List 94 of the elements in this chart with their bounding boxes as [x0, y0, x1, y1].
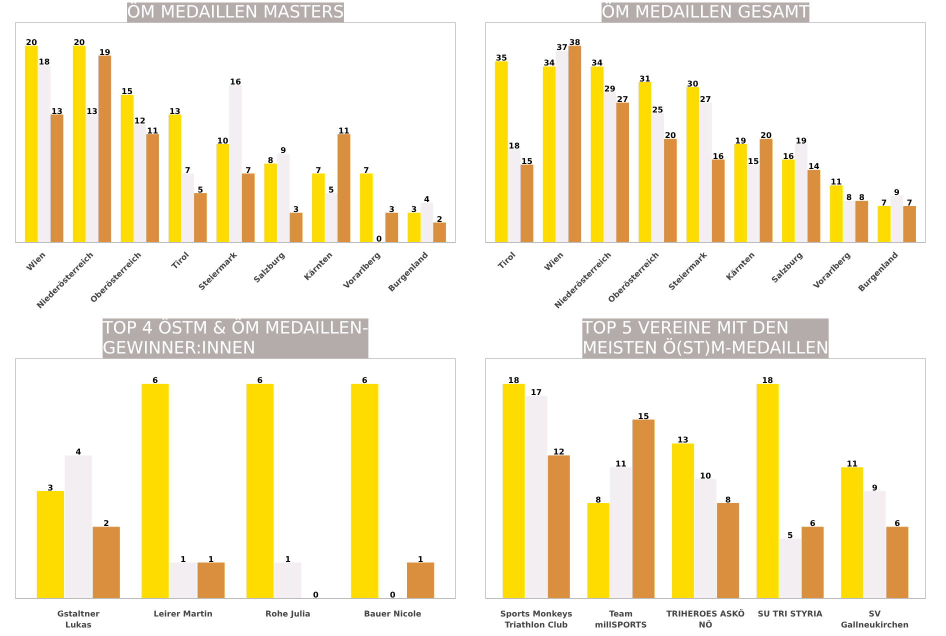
data-label: 12 [553, 448, 564, 457]
data-label: 7 [363, 166, 370, 175]
chart-title: ÖM MEDAILLEN GESAMT [602, 2, 810, 22]
data-label: 0 [313, 590, 320, 600]
data-label: 20 [664, 131, 676, 140]
data-label: 13 [169, 106, 180, 116]
data-label: 11 [147, 126, 159, 136]
data-label: 1 [208, 554, 214, 564]
data-label: 16 [782, 152, 794, 161]
data-label: 7 [316, 166, 322, 175]
data-label: 13 [677, 436, 689, 445]
data-label: 9 [894, 188, 900, 197]
data-label: 3 [48, 483, 54, 492]
data-label: 8 [596, 495, 602, 504]
data-label: 18 [508, 376, 520, 386]
data-label: 1 [180, 554, 186, 564]
data-label: 14 [808, 162, 820, 172]
data-label: 30 [687, 79, 699, 88]
data-label: 16 [230, 77, 242, 86]
data-label: 12 [134, 116, 146, 126]
data-label: 8 [268, 156, 274, 165]
data-label: 11 [615, 460, 627, 469]
data-label: 19 [99, 48, 111, 57]
data-label: 34 [592, 58, 604, 68]
data-label: 7 [245, 166, 252, 175]
data-label: 5 [328, 185, 334, 194]
data-label: 20 [26, 38, 38, 48]
data-label: 6 [257, 376, 264, 386]
data-label: 18 [38, 58, 50, 67]
x-tick-label: Bauer Nicole [364, 610, 422, 618]
data-label: 19 [735, 136, 747, 146]
data-label: 7 [906, 198, 912, 208]
x-tick-label: Leirer Martin [154, 610, 213, 618]
data-label: 27 [617, 94, 628, 104]
data-label: 10 [700, 471, 712, 480]
data-label: 27 [700, 94, 712, 104]
data-label: 0 [390, 590, 396, 600]
data-label: 15 [748, 156, 760, 166]
data-label: 11 [830, 178, 842, 187]
data-label: 25 [652, 105, 664, 114]
data-label: 29 [604, 84, 616, 94]
data-label: 10 [217, 136, 229, 146]
data-label: 8 [858, 193, 865, 202]
data-label: 11 [846, 460, 858, 469]
data-label: 5 [198, 185, 204, 194]
data-label: 4 [76, 448, 82, 457]
data-label: 18 [762, 376, 774, 386]
data-label: 9 [872, 483, 878, 492]
data-label: 3 [293, 205, 299, 214]
x-tick-label: SU TRI STYRIA [758, 610, 824, 618]
data-label: 6 [894, 519, 901, 528]
data-label: 6 [362, 376, 368, 386]
data-label: 20 [760, 131, 772, 140]
data-label: 15 [638, 412, 650, 421]
data-label: 3 [388, 205, 395, 214]
data-label: 18 [508, 141, 520, 150]
x-tick-label: Team millSPORTS [594, 610, 648, 630]
x-tick-label: SV Gallneukirchen [840, 610, 909, 630]
data-label: 2 [436, 214, 442, 224]
data-label: 0 [376, 234, 382, 244]
data-label: 34 [544, 58, 556, 68]
data-label: 7 [881, 198, 887, 208]
data-label: 38 [569, 38, 581, 48]
data-label: 6 [810, 519, 816, 528]
x-tick-label: Gstaltner Lukas [57, 610, 100, 630]
data-label: 4 [424, 195, 430, 204]
data-label: 35 [496, 54, 508, 63]
data-label: 19 [796, 136, 808, 146]
data-label: 1 [285, 554, 292, 564]
data-label: 3 [411, 205, 417, 214]
data-label: 16 [712, 152, 724, 161]
x-tick-label: Sports Monkeys Triathlon Club [500, 610, 572, 630]
data-label: 8 [846, 193, 852, 202]
chart-title: TOP 5 VEREINE MIT DEN MEISTEN Ö(ST)M-MEDAILLEN [581, 318, 829, 358]
data-label: 37 [556, 43, 568, 52]
data-label: 31 [639, 74, 651, 84]
data-label: 2 [104, 519, 110, 528]
x-tick-label: TRIHEROES ASKÖ NÖ [666, 608, 745, 630]
data-label: 13 [86, 106, 98, 116]
data-label: 9 [280, 146, 287, 156]
x-tick-label: Rohe Julia [265, 610, 310, 618]
data-label: 15 [122, 87, 134, 96]
data-label: 15 [521, 156, 533, 166]
data-label: 13 [51, 106, 63, 116]
chart-title: ÖM MEDAILLEN MASTERS [127, 2, 344, 22]
data-label: 8 [725, 495, 732, 504]
data-label: 17 [530, 388, 542, 398]
chart-title: TOP 4 ÖSTM & ÖM MEDAILLEN- GEWINNER:INNEN [102, 318, 368, 358]
data-label: 7 [184, 166, 190, 175]
data-label: 5 [787, 530, 794, 540]
data-label: 11 [338, 126, 350, 136]
data-label: 1 [418, 554, 424, 564]
data-label: 20 [74, 38, 86, 48]
data-label: 6 [152, 376, 158, 386]
